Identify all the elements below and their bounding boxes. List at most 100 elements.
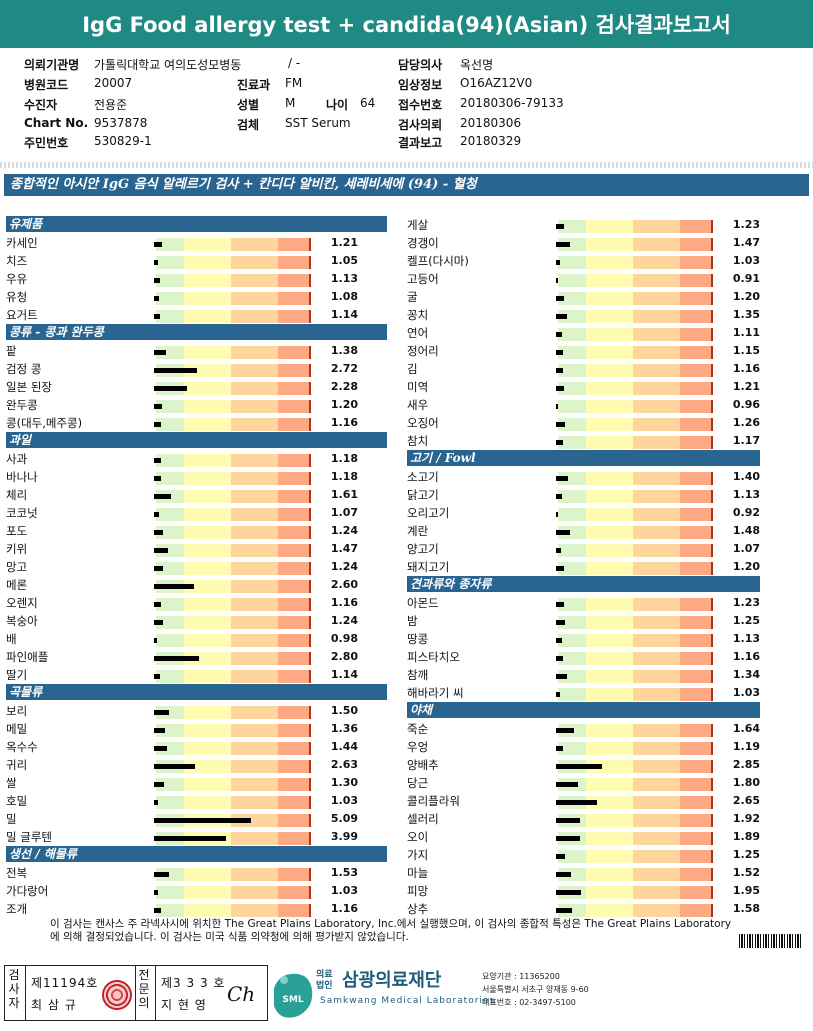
doctor-label: 담당의사	[398, 58, 443, 72]
food-value: 1.95	[732, 884, 760, 897]
result-row: 김 1.16	[407, 360, 760, 378]
food-value: 1.40	[732, 470, 760, 483]
food-value: 1.18	[330, 452, 358, 465]
food-value: 2.80	[330, 650, 358, 663]
result-bar-track	[556, 346, 713, 359]
result-bar	[154, 242, 162, 247]
food-value: 1.13	[330, 272, 358, 285]
result-row: 우엉 1.19	[407, 738, 760, 756]
section-header: 곡물류	[6, 684, 387, 700]
result-row: 팥 1.38	[6, 342, 387, 360]
result-bar-track	[154, 274, 311, 287]
food-name: 콩(대두,메주콩)	[6, 416, 83, 430]
food-name: 새우	[407, 398, 429, 412]
result-row: 미역 1.21	[407, 378, 760, 396]
institution-value: 가톨릭대학교 여의도성모병동	[94, 58, 242, 72]
food-value: 1.07	[330, 506, 358, 519]
food-name: 가지	[407, 848, 429, 862]
section-header: 과일	[6, 432, 387, 448]
result-bar	[556, 440, 563, 445]
food-name: 우엉	[407, 740, 429, 754]
food-value: 1.53	[330, 866, 358, 879]
food-value: 1.18	[330, 470, 358, 483]
food-name: 양고기	[407, 542, 439, 556]
reviewer-name: 지 현 영	[161, 998, 207, 1012]
result-bar	[556, 332, 562, 337]
food-name: 오리고기	[407, 506, 450, 520]
food-value: 1.35	[732, 308, 760, 321]
resident-no-value: 530829-1	[94, 134, 152, 148]
food-value: 1.64	[732, 722, 760, 735]
result-row: 죽순 1.64	[407, 720, 760, 738]
result-row: 우유 1.13	[6, 270, 387, 288]
result-bar-track	[154, 724, 311, 737]
request-date-value: 20180306	[460, 116, 522, 130]
official-seal	[102, 980, 132, 1010]
sml-logo: SML	[274, 973, 313, 1018]
result-bar-track	[154, 832, 311, 845]
food-name: 옥수수	[6, 740, 38, 754]
result-row: 옥수수 1.44	[6, 738, 387, 756]
result-bar-track	[154, 760, 311, 773]
result-bar-track	[556, 436, 713, 449]
result-bar	[154, 422, 161, 427]
food-value: 1.24	[330, 560, 358, 573]
separator	[135, 966, 136, 1020]
result-bar	[154, 278, 160, 283]
food-value: 1.11	[732, 326, 760, 339]
result-row: 완두콩 1.20	[6, 396, 387, 414]
result-bar-track	[556, 328, 713, 341]
section-header: 고기 / Fowl	[407, 450, 760, 466]
food-name: 밤	[407, 614, 418, 628]
result-row: 밀 5.09	[6, 810, 387, 828]
result-row: 굴 1.20	[407, 288, 760, 306]
result-row: 아몬드 1.23	[407, 594, 760, 612]
reviewer-label: 전문의	[137, 968, 153, 1018]
result-bar	[154, 746, 167, 751]
result-row: 바나나 1.18	[6, 468, 387, 486]
food-value: 1.03	[732, 254, 760, 267]
patient-info: 의뢰기관명 가톨릭대학교 여의도성모병동 / - 병원코드 20007 수진자 …	[24, 52, 804, 152]
food-value: 3.99	[330, 830, 358, 843]
results-heading: 종합적인 아시안 IgG 음식 알레르기 검사 + 칸디다 알비칸, 세레비세에…	[4, 174, 809, 196]
result-bar	[556, 548, 561, 553]
result-bar-track	[154, 310, 311, 323]
food-name: 참치	[407, 434, 429, 448]
food-name: 쌀	[6, 776, 17, 790]
result-bar	[154, 620, 163, 625]
food-value: 1.47	[330, 542, 358, 555]
result-bar-track	[154, 472, 311, 485]
food-name: 키위	[6, 542, 28, 556]
food-value: 1.52	[732, 866, 760, 879]
result-bar-track	[556, 382, 713, 395]
result-bar	[556, 764, 602, 769]
organization-info: 요양기관 : 11365200 서울특별시 서초구 양재동 9-60 대표번호 …	[482, 970, 642, 1009]
food-name: 피스타치오	[407, 650, 460, 664]
result-row: 요거트 1.14	[6, 306, 387, 324]
food-value: 1.26	[732, 416, 760, 429]
result-row: 가지 1.25	[407, 846, 760, 864]
result-row: 밀 글루텐 3.99	[6, 828, 387, 846]
food-name: 가다랑어	[6, 884, 49, 898]
food-name: 포도	[6, 524, 28, 538]
result-row: 소고기 1.40	[407, 468, 760, 486]
result-bar-track	[556, 850, 713, 863]
inspector-label-text: 검사자	[8, 968, 20, 1010]
result-bar	[556, 692, 560, 697]
food-value: 1.13	[732, 632, 760, 645]
reviewer-license-no: 제3 3 3 호	[161, 976, 226, 990]
food-value: 1.25	[732, 614, 760, 627]
food-name: 일본 된장	[6, 380, 52, 394]
report-date-label: 결과보고	[398, 136, 443, 150]
result-bar	[154, 512, 159, 517]
result-row: 오렌지 1.16	[6, 594, 387, 612]
food-name: 카세인	[6, 236, 38, 250]
result-bar-track	[556, 418, 713, 431]
hospital-code-value: 20007	[94, 76, 133, 90]
food-name: 우유	[6, 272, 28, 286]
result-row: 배 0.98	[6, 630, 387, 648]
result-bar	[154, 782, 164, 787]
result-row: 새우 0.96	[407, 396, 760, 414]
result-bar-track	[154, 400, 311, 413]
result-row: 메밀 1.36	[6, 720, 387, 738]
